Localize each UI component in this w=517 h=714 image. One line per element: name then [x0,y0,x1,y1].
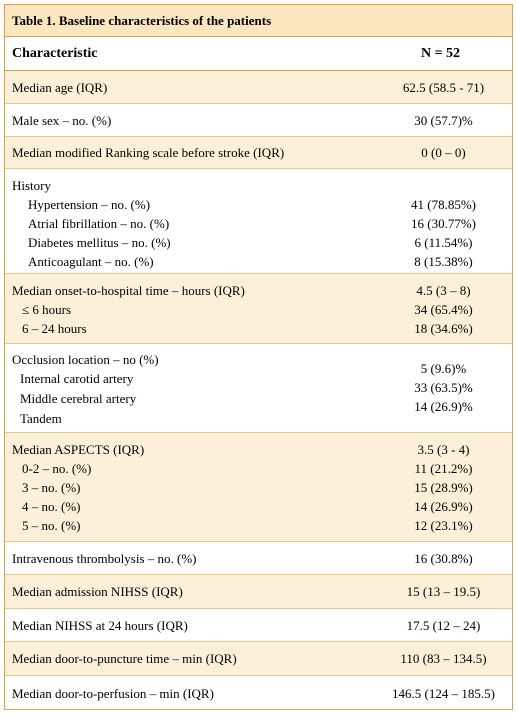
table-row: Median admission NIHSS (IQR) 15 (13 – 19… [5,575,512,609]
table-row: Median modified Ranking scale before str… [5,137,512,169]
table-caption: Table 1. Baseline characteristics of the… [5,5,512,37]
row-value: 146.5 (124 – 185.5) [392,685,495,701]
row-label: History [12,178,51,193]
row-label: Median modified Ranking scale before str… [12,145,285,160]
sub-value: 14 (26.9%) [414,499,473,514]
row-label: Median age (IQR) [12,79,108,95]
sub-value: 5 (9.6)% [420,361,467,376]
row-value: 3.5 (3 - 4) [417,442,470,457]
sub-value: 34 (65.4%) [414,302,473,317]
sub-label: 5 – no. (%) [22,518,81,533]
table-header: Characteristic N = 52 [5,37,512,71]
header-characteristic: Characteristic [12,45,98,61]
row-label: Median onset-to-hospital time – hours (I… [12,283,245,298]
sub-label: ≤ 6 hours [22,302,72,317]
sub-value: 33 (63.5)% [414,380,473,395]
sub-value: 8 (15.38%) [414,254,473,269]
sub-value: 18 (34.6%) [414,321,473,336]
row-label: Male sex – no. (%) [12,112,112,128]
table-row-onset: Median onset-to-hospital time – hours (I… [5,274,512,344]
row-value: 16 (30.8%) [414,550,473,566]
sub-value: 6 (11.54%) [414,235,473,250]
row-label: Median NIHSS at 24 hours (IQR) [12,617,188,633]
row-label: Median ASPECTS (IQR) [12,442,145,457]
row-value: 17.5 (12 – 24) [406,617,481,633]
row-value: 62.5 (58.5 - 71) [402,79,485,95]
table-row: Median door-to-perfusion – min (IQR) 146… [5,676,512,710]
row-value: 0 (0 – 0) [421,145,466,160]
table-row: Median NIHSS at 24 hours (IQR) 17.5 (12 … [5,609,512,642]
table-row: Median age (IQR) 62.5 (58.5 - 71) [5,71,512,104]
table-row-aspects: Median ASPECTS (IQR) 0-2 – no. (%) 3 – n… [5,433,512,542]
table-row-history: History Hypertension – no. (%) Atrial fi… [5,169,512,274]
table-row: Median door-to-puncture time – min (IQR)… [5,642,512,676]
sub-label: Atrial fibrillation – no. (%) [28,216,170,231]
row-label: Median admission NIHSS (IQR) [12,584,183,599]
row-value: 30 (57.7)% [414,112,473,128]
row-label: Median door-to-puncture time – min (IQR) [12,651,237,666]
sub-label: Tandem [20,411,62,426]
sub-label: 6 – 24 hours [22,321,87,336]
sub-value: 12 (23.1%) [414,518,473,533]
row-value: 15 (13 – 19.5) [406,584,481,599]
row-value: 110 (83 – 134.5) [400,651,487,666]
sub-value: 14 (26.9)% [414,399,473,414]
row-label: Intravenous thrombolysis – no. (%) [12,550,197,566]
sub-label: Internal carotid artery [20,371,134,386]
table-row: Male sex – no. (%) 30 (57.7)% [5,104,512,137]
sub-value: 16 (30.77%) [411,216,476,231]
baseline-table: Table 1. Baseline characteristics of the… [4,4,513,710]
sub-label: Hypertension – no. (%) [28,197,151,212]
sub-label: Diabetes mellitus – no. (%) [28,235,171,250]
sub-label: Middle cerebral artery [20,391,137,406]
sub-value: 15 (28.9%) [414,480,473,495]
table-row: Intravenous thrombolysis – no. (%) 16 (3… [5,542,512,575]
sub-value: 11 (21.2%) [414,461,473,476]
sub-label: 4 – no. (%) [22,499,81,514]
row-value: 4.5 (3 – 8) [416,283,471,298]
sub-label: 0-2 – no. (%) [22,461,92,476]
row-label: Median door-to-perfusion – min (IQR) [12,685,214,701]
sub-label: 3 – no. (%) [22,480,81,495]
sub-label: Anticoagulant – no. (%) [28,254,154,269]
sub-value: 41 (78.85%) [411,197,476,212]
table-row-occlusion: Occlusion location – no (%) Internal car… [5,344,512,433]
row-label: Occlusion location – no (%) [12,352,159,367]
header-n: N = 52 [420,45,461,61]
